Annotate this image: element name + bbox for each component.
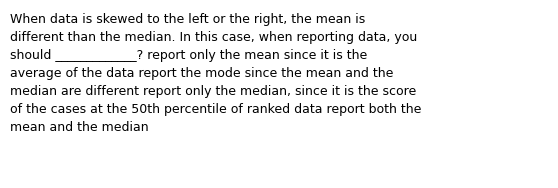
Text: When data is skewed to the left or the right, the mean is
different than the med: When data is skewed to the left or the r… — [10, 13, 421, 134]
